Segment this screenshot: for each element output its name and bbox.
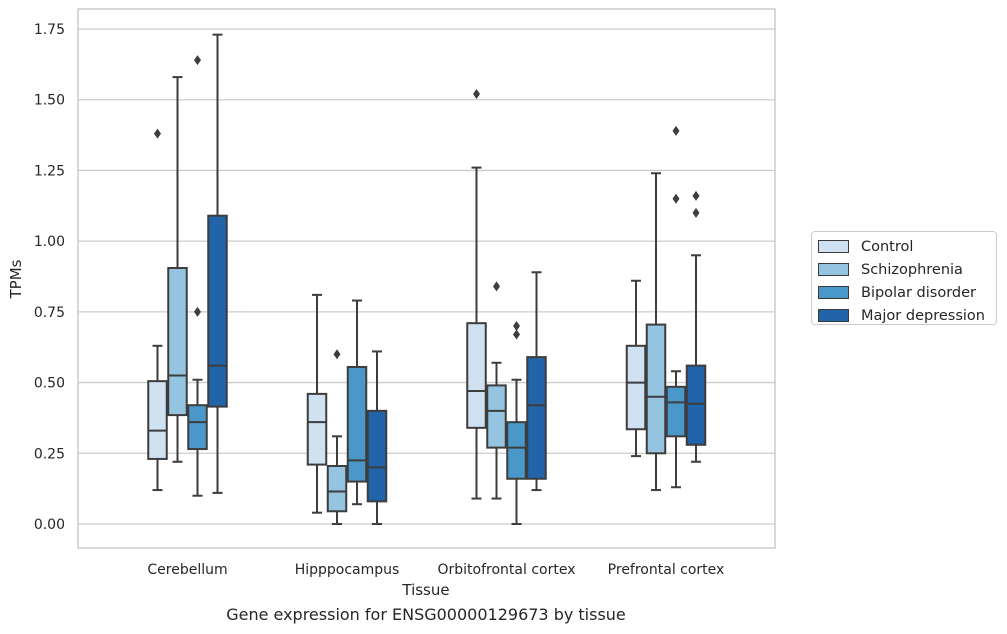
- iqr-box: [506, 421, 527, 480]
- legend-swatch: [818, 286, 849, 299]
- legend-swatch: [818, 240, 849, 253]
- outlier-point: [194, 55, 201, 66]
- iqr-box: [207, 214, 228, 408]
- x-tick-label: Prefrontal cortex: [608, 562, 725, 578]
- outlier-point: [692, 190, 700, 201]
- box-bipolar-disorder: [346, 299, 368, 506]
- iqr-box: [486, 384, 507, 449]
- box-schizophrenia: [167, 76, 188, 463]
- y-tick-label: 0.25: [34, 446, 65, 462]
- box-schizophrenia: [326, 349, 348, 525]
- legend-item: Major depression: [818, 304, 996, 327]
- iqr-box: [167, 267, 188, 417]
- legend-item: Bipolar disorder: [818, 281, 996, 304]
- iqr-box: [645, 323, 667, 455]
- y-tick-label: 1.25: [34, 163, 65, 179]
- legend-label: Major depression: [861, 307, 985, 324]
- legend-swatch: [818, 263, 849, 276]
- x-tick-label: Hipppocampus: [295, 562, 400, 578]
- chart-caption: Gene expression for ENSG00000129673 by t…: [226, 605, 626, 624]
- outlier-point: [672, 193, 680, 204]
- y-tick-label: 1.50: [34, 93, 65, 109]
- outlier-point: [194, 306, 201, 317]
- box-major-depression: [366, 350, 388, 525]
- box-bipolar-disorder: [506, 321, 527, 525]
- x-tick-labels: Cerebellum Hipppocampus Orbitofrontal cort…: [147, 562, 724, 578]
- y-tick-labels: 0.00 0.25 0.50 0.75 1.00 1.25 1.50 1.75: [34, 22, 65, 533]
- box-bipolar-disorder: [665, 125, 687, 489]
- y-tick-label: 1.00: [34, 234, 65, 250]
- outlier-point: [493, 281, 500, 292]
- box-schizophrenia: [645, 172, 667, 492]
- iqr-box: [326, 465, 348, 513]
- iqr-box: [625, 344, 647, 431]
- x-tick-label: Cerebellum: [147, 562, 227, 578]
- legend-label: Control: [861, 238, 914, 255]
- y-tick-label: 0.75: [34, 305, 65, 321]
- outlier-point: [513, 321, 520, 331]
- box-control: [466, 89, 487, 500]
- legend-label: Bipolar disorder: [861, 284, 976, 301]
- legend-label: Schizophrenia: [861, 261, 963, 278]
- iqr-box: [685, 364, 707, 446]
- legend-item: Schizophrenia: [818, 258, 996, 281]
- box-major-depression: [526, 271, 547, 492]
- legend-item: Control: [818, 235, 996, 258]
- box-control: [147, 128, 168, 492]
- y-tick-label: 1.75: [34, 22, 65, 38]
- y-tick-label: 0.50: [34, 376, 65, 392]
- x-axis-title: Tissue: [401, 581, 449, 599]
- legend: Control Schizophrenia Bipolar disorder Majo…: [811, 231, 997, 325]
- outlier-point: [513, 329, 520, 340]
- y-axis-title: TPMs: [7, 259, 25, 299]
- iqr-box: [466, 322, 487, 429]
- outlier-point: [333, 349, 341, 360]
- box-major-depression: [207, 33, 228, 494]
- outlier-point: [672, 125, 680, 136]
- box-major-depression: [685, 190, 707, 463]
- x-tick-label: Orbitofrontal cortex: [438, 562, 576, 578]
- outlier-point: [473, 89, 480, 100]
- box-bipolar-disorder: [187, 55, 208, 497]
- box-control: [306, 293, 328, 514]
- boxes: [147, 33, 707, 525]
- outlier-point: [154, 128, 161, 139]
- iqr-box: [366, 409, 388, 503]
- plot-frame: [77, 8, 776, 549]
- box-schizophrenia: [486, 281, 507, 500]
- iqr-box: [187, 404, 208, 451]
- y-tick-label: 0.00: [34, 517, 65, 533]
- iqr-box: [346, 366, 368, 483]
- iqr-box: [147, 380, 168, 460]
- iqr-box: [306, 392, 328, 466]
- iqr-box: [665, 385, 687, 438]
- iqr-box: [526, 356, 547, 480]
- legend-swatch: [818, 309, 849, 322]
- outlier-point: [692, 207, 700, 218]
- box-control: [625, 279, 647, 458]
